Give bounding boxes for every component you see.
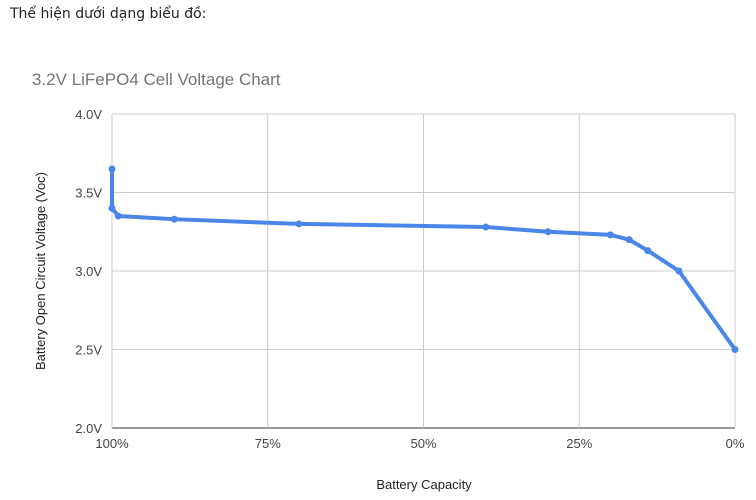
y-tick-label: 2.0V — [75, 421, 102, 436]
x-tick-label: 0% — [726, 436, 745, 451]
x-axis-label: Battery Capacity — [376, 477, 472, 492]
x-tick-label: 50% — [410, 436, 436, 451]
y-tick-label: 4.0V — [75, 107, 102, 122]
y-axis-label: Battery Open Circuit Voltage (Voc) — [33, 172, 48, 370]
data-point — [482, 223, 490, 231]
data-point — [170, 215, 178, 223]
x-tick-label: 75% — [255, 436, 281, 451]
intro-text: Thể hiện dưới dạng biểu đồ: — [10, 6, 207, 22]
data-point — [644, 247, 652, 255]
data-point — [731, 346, 739, 353]
data-point — [675, 267, 683, 275]
data-point — [108, 204, 116, 212]
data-point — [625, 236, 633, 244]
y-tick-label: 3.5V — [75, 186, 102, 201]
data-point — [295, 220, 303, 228]
chart-title: 3.2V LiFePO4 Cell Voltage Chart — [32, 70, 281, 89]
data-point — [114, 212, 122, 220]
data-point — [606, 231, 614, 239]
x-tick-label: 25% — [566, 436, 592, 451]
data-point — [108, 165, 116, 173]
data-point — [544, 228, 552, 236]
x-tick-label: 100% — [95, 436, 129, 451]
y-tick-label: 3.0V — [75, 264, 102, 279]
y-tick-label: 2.5V — [75, 343, 102, 358]
